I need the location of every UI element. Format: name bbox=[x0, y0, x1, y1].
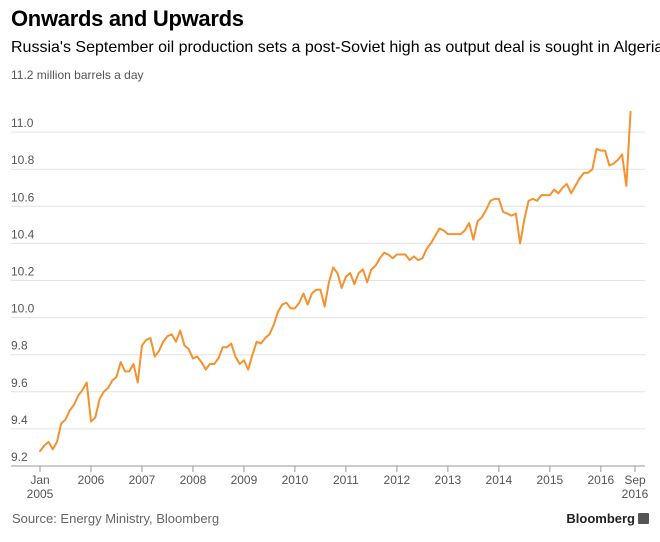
y-tick-label: 11.0 bbox=[11, 116, 34, 130]
x-tick-sublabel: 2016 bbox=[622, 487, 649, 501]
source-note: Source: Energy Ministry, Bloomberg bbox=[12, 511, 219, 526]
brand-logo: Bloomberg bbox=[566, 511, 649, 526]
x-tick-label: 2014 bbox=[486, 473, 513, 487]
y-tick-label: 9.8 bbox=[11, 339, 28, 353]
x-tick-label: Jan bbox=[30, 473, 49, 487]
y-tick-label: 10.2 bbox=[11, 265, 35, 279]
y-tick-label: 10.8 bbox=[11, 153, 35, 167]
x-tick-label: 2016 bbox=[587, 473, 614, 487]
brand-name: Bloomberg bbox=[566, 511, 635, 526]
x-tick-label: 2011 bbox=[333, 473, 359, 487]
bloomberg-logo-icon bbox=[638, 513, 649, 524]
y-axis-label: 11.2 million barrels a day bbox=[11, 68, 144, 82]
x-tick-sublabel: 2005 bbox=[27, 487, 54, 501]
x-tick-label: 2006 bbox=[78, 473, 105, 487]
x-tick-label: 2008 bbox=[180, 473, 207, 487]
y-tick-label: 10.6 bbox=[11, 190, 35, 204]
x-tick-label: 2007 bbox=[129, 473, 156, 487]
y-tick-label: 10.0 bbox=[11, 302, 35, 316]
y-axis: 9.2 9.4 9.6 9.8 10.0 10.2 10.4 10.6 10.8 11.0 bbox=[11, 116, 35, 464]
gridlines bbox=[11, 132, 645, 466]
x-tick-label: Sep bbox=[624, 473, 646, 487]
x-tick-label: 2012 bbox=[384, 473, 411, 487]
x-tick-label: 2015 bbox=[537, 473, 564, 487]
x-tick-label: 2013 bbox=[435, 473, 462, 487]
x-tick-label: 2010 bbox=[282, 473, 309, 487]
line-chart: 9.2 9.4 9.6 9.8 10.0 10.2 10.4 10.6 10.8 11.0 11.… bbox=[0, 0, 660, 542]
x-tick-label: 2009 bbox=[231, 473, 258, 487]
y-tick-label: 9.2 bbox=[11, 450, 28, 464]
series-line-russia-oil-production bbox=[40, 112, 631, 451]
y-tick-label: 10.4 bbox=[11, 227, 35, 241]
y-tick-label: 9.6 bbox=[11, 376, 28, 390]
y-tick-label: 9.4 bbox=[11, 413, 28, 427]
